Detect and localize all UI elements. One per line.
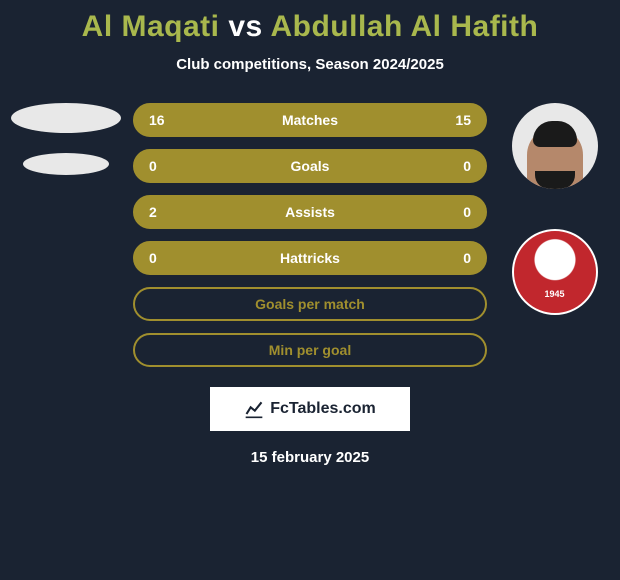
stat-row-goals: 0Goals0	[133, 149, 487, 183]
stat-right-value: 0	[445, 158, 471, 174]
stat-right-value: 0	[445, 204, 471, 220]
left-avatar-placeholder	[11, 103, 121, 133]
title-vs: vs	[228, 10, 262, 43]
player2-avatar	[512, 103, 598, 189]
left-club-placeholder	[23, 153, 109, 175]
stat-row-assists: 2Assists0	[133, 195, 487, 229]
stat-left-value: 0	[149, 158, 175, 174]
content-area: 1945 16Matches150Goals02Assists00Hattric…	[0, 103, 620, 466]
stat-label: Hattricks	[175, 250, 445, 266]
stat-label: Assists	[175, 204, 445, 220]
stat-label: Min per goal	[175, 342, 445, 358]
title: Al Maqati vs Abdullah Al Hafith	[0, 10, 620, 44]
branding-text: FcTables.com	[270, 400, 376, 418]
left-graphics-column	[8, 103, 123, 175]
stat-row-hattricks: 0Hattricks0	[133, 241, 487, 275]
stat-row-goals-per-match: Goals per match	[133, 287, 487, 321]
stat-left-value: 16	[149, 112, 175, 128]
fctables-logo-icon	[244, 399, 264, 419]
badge-year: 1945	[544, 289, 564, 299]
date-line: 15 february 2025	[8, 449, 612, 466]
stat-right-value: 15	[445, 112, 471, 128]
branding-box: FcTables.com	[210, 387, 410, 431]
infographic-root: Al Maqati vs Abdullah Al Hafith Club com…	[0, 0, 620, 476]
stat-right-value: 0	[445, 250, 471, 266]
badge-ball-icon	[544, 249, 566, 271]
title-player1: Al Maqati	[82, 10, 220, 43]
stat-label: Matches	[175, 112, 445, 128]
stat-row-matches: 16Matches15	[133, 103, 487, 137]
title-player2: Abdullah Al Hafith	[270, 10, 538, 43]
stat-label: Goals per match	[175, 296, 445, 312]
subtitle: Club competitions, Season 2024/2025	[0, 56, 620, 73]
stat-left-value: 0	[149, 250, 175, 266]
player2-club-badge: 1945	[512, 229, 598, 315]
stat-left-value: 2	[149, 204, 175, 220]
right-graphics-column: 1945	[497, 103, 612, 315]
stat-label: Goals	[175, 158, 445, 174]
stat-row-min-per-goal: Min per goal	[133, 333, 487, 367]
